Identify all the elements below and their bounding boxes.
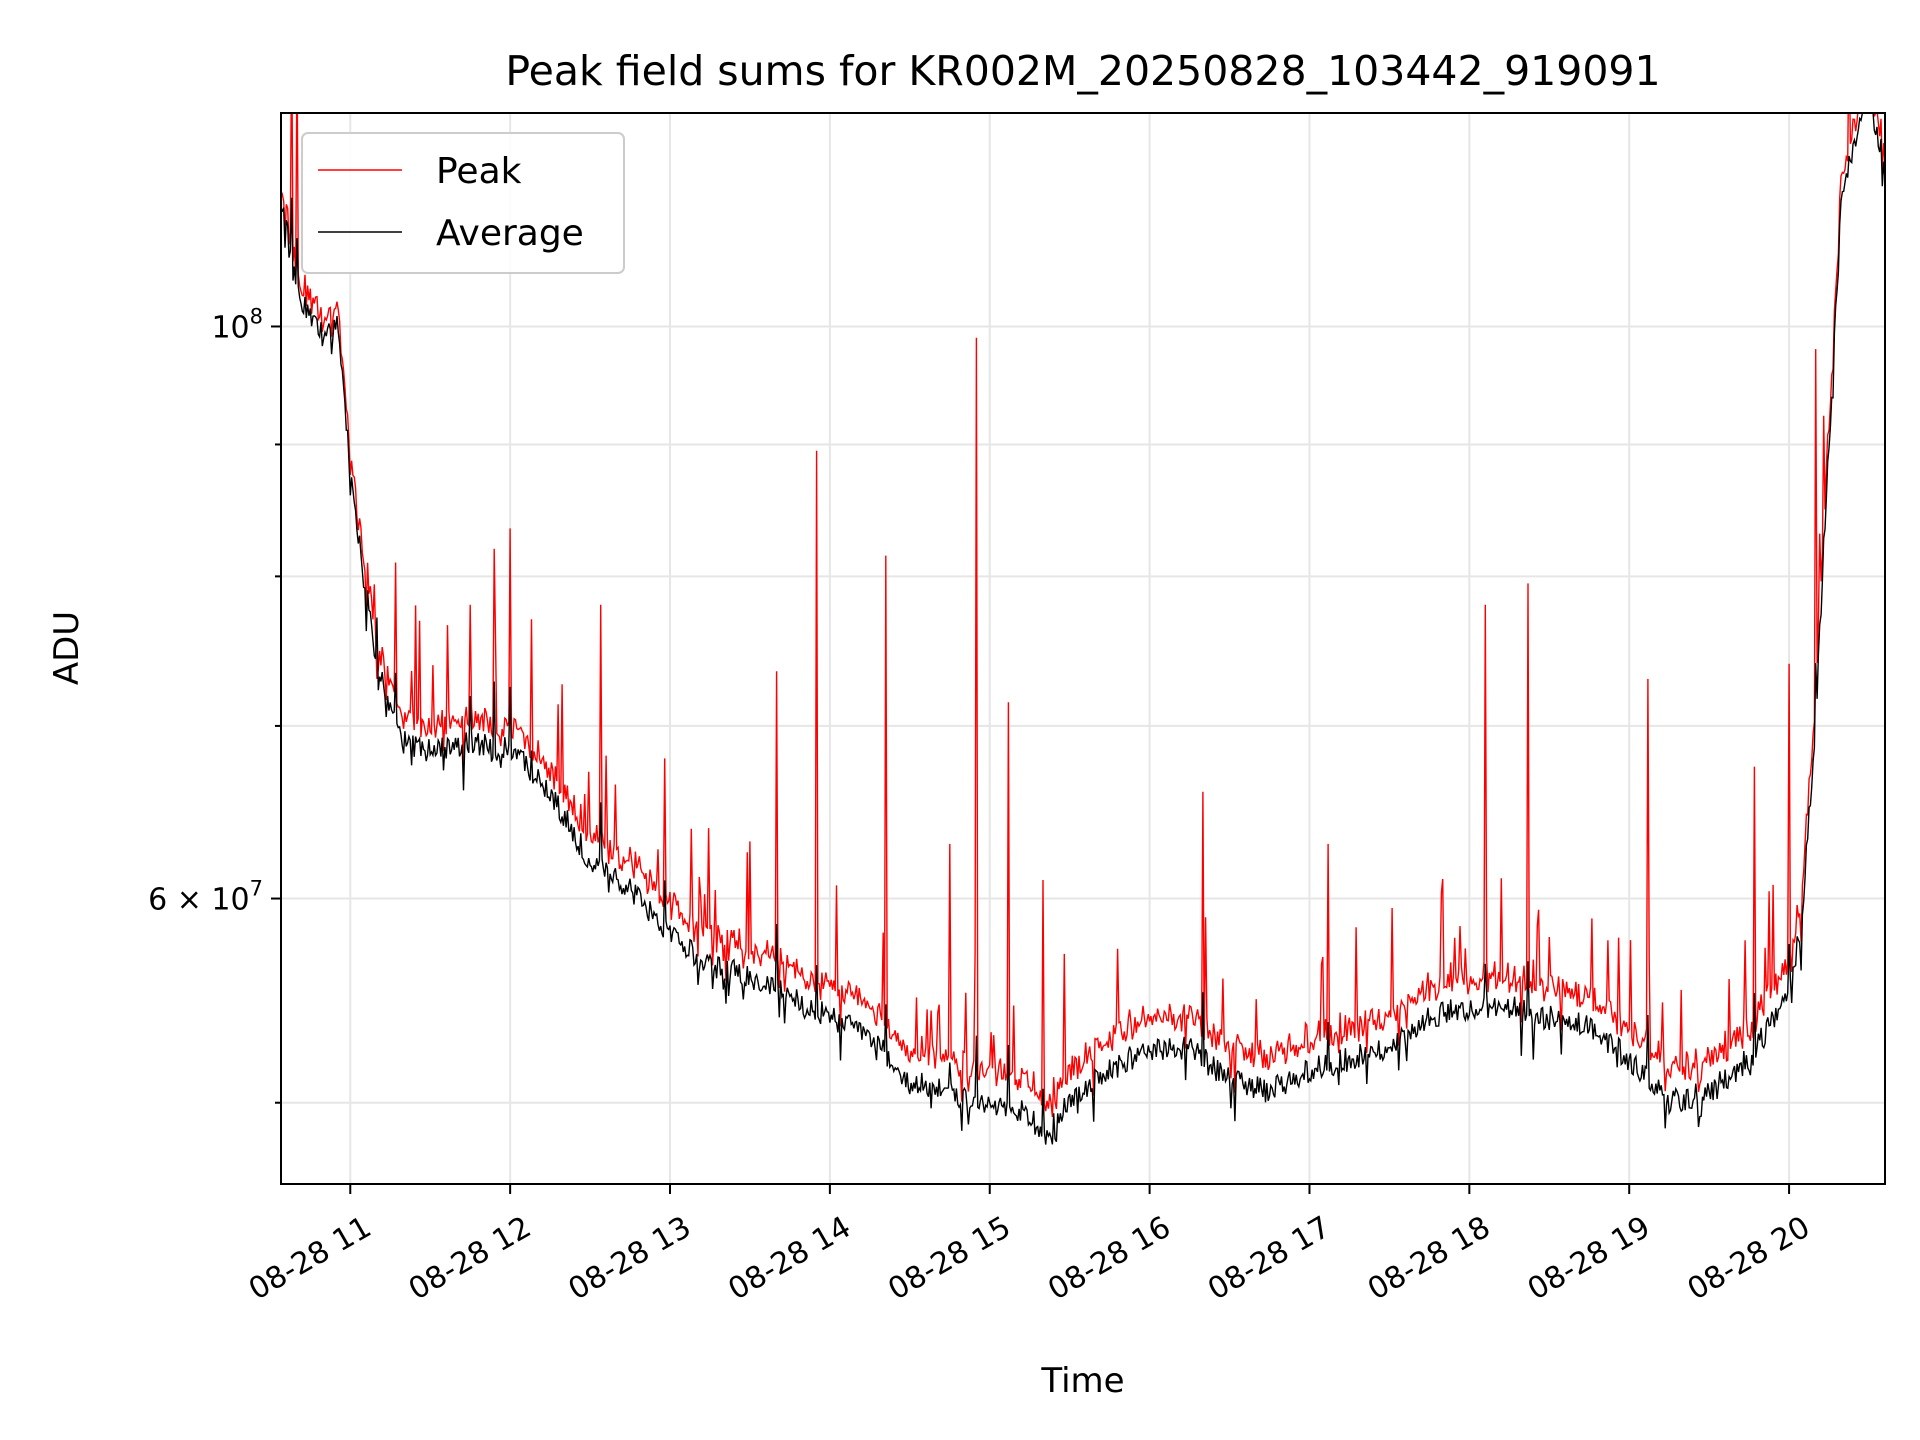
series-line-average <box>281 113 1885 1145</box>
y-tick-label: 108 <box>211 304 263 345</box>
chart-title: Peak field sums for KR002M_20250828_1034… <box>505 47 1660 95</box>
y-axis: 108 6 × 107 <box>148 304 281 1104</box>
gridlines <box>281 113 1885 1184</box>
series-layer <box>281 113 1885 1145</box>
legend: Peak Average <box>301 132 625 274</box>
y-axis-label: ADU <box>47 611 87 685</box>
legend-box <box>301 132 625 274</box>
legend-label-average: Average <box>436 213 584 254</box>
legend-label-peak: Peak <box>436 151 522 192</box>
x-axis-label: Time <box>1040 1361 1124 1401</box>
series-line-peak <box>281 113 1885 1118</box>
y-tick-label: 6 × 107 <box>148 877 263 918</box>
plot-frame <box>280 112 1886 1185</box>
